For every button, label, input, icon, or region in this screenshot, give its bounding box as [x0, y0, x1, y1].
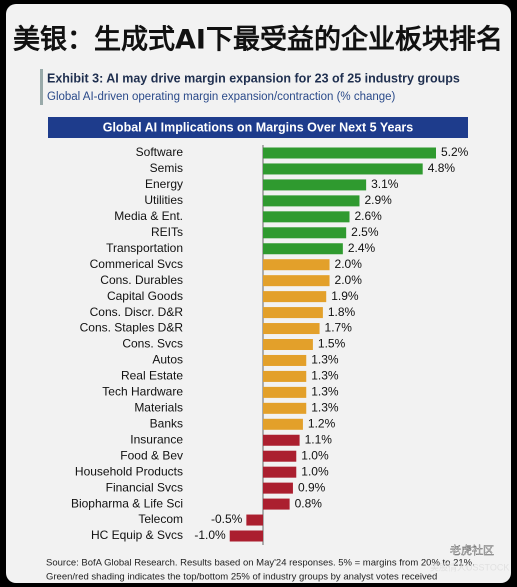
value-label: 3.1% — [371, 177, 399, 191]
value-label: 2.0% — [335, 273, 363, 287]
exhibit: Exhibit 3: AI may drive margin expansion… — [47, 71, 460, 85]
y-tick-label: Household Products — [75, 464, 183, 478]
bar — [263, 307, 323, 319]
value-label: 0.9% — [298, 480, 326, 494]
value-label: 1.0% — [301, 448, 329, 462]
value-label: 1.8% — [328, 305, 356, 319]
note: Green/red shading indicates the top/bott… — [46, 572, 437, 583]
page-title: 美银：生成式AI下最受益的企业板块排名 — [13, 24, 503, 56]
bar — [263, 275, 330, 287]
value-label: 1.1% — [305, 432, 333, 446]
value-label: 1.3% — [311, 401, 339, 415]
bar — [263, 354, 307, 366]
bar — [246, 514, 263, 526]
y-tick-label: Cons. Svcs — [122, 337, 183, 351]
y-tick-label: REITs — [151, 225, 183, 239]
value-label: 2.5% — [351, 225, 379, 239]
y-tick-label: Capital Goods — [107, 289, 183, 303]
bar — [263, 291, 327, 303]
y-tick-label: Food & Bev — [120, 448, 183, 462]
value-label: 2.0% — [335, 257, 363, 271]
bar — [263, 450, 297, 462]
y-tick-label: Autos — [152, 353, 183, 367]
value-label: 1.3% — [311, 353, 339, 367]
y-tick-label: Materials — [134, 401, 183, 415]
y-tick-label: Commerical Svcs — [90, 257, 183, 271]
y-tick-label: Software — [136, 145, 184, 159]
y-tick-label: HC Equip & Svcs — [91, 528, 183, 542]
bar — [263, 370, 307, 382]
y-tick-label: Media & Ent. — [114, 209, 183, 223]
bar — [263, 147, 436, 159]
bar — [263, 418, 303, 430]
value-label: 1.2% — [308, 416, 336, 430]
value-label: 1.7% — [325, 321, 353, 335]
y-tick-label: Tech Hardware — [102, 385, 183, 399]
value-label: 2.9% — [364, 193, 392, 207]
bar — [263, 243, 343, 255]
y-tick-label: Telecom — [138, 512, 183, 526]
y-tick-label: Cons. Staples D&R — [80, 321, 184, 335]
bar — [263, 163, 423, 175]
watermark: 美股情人USSTOCK — [430, 561, 509, 572]
bar — [263, 466, 297, 478]
value-label: -0.5% — [211, 512, 243, 526]
chart-title: Global AI Implications on Margins Over N… — [103, 120, 414, 134]
y-tick-label: Biopharma & Life Sci — [71, 496, 183, 510]
value-label: 1.9% — [331, 289, 359, 303]
y-tick-label: Banks — [150, 416, 183, 430]
value-label: 0.8% — [295, 496, 323, 510]
value-label: -1.0% — [194, 528, 226, 542]
value-label: 4.8% — [428, 161, 456, 175]
bar — [263, 227, 347, 239]
y-tick-label: Semis — [150, 161, 183, 175]
bar — [263, 339, 313, 350]
value-label: 1.3% — [311, 369, 339, 383]
bar — [263, 402, 307, 414]
bar — [263, 482, 293, 494]
y-tick-label: Cons. Durables — [100, 273, 183, 287]
accent — [40, 69, 43, 105]
watermark: 老虎社区 — [450, 543, 494, 557]
subtitle: Global AI-driven operating margin expans… — [47, 91, 396, 103]
bar — [263, 179, 367, 191]
y-tick-label: Real Estate — [121, 369, 183, 383]
source: Source: BofA Global Research. Results ba… — [46, 558, 475, 569]
y-tick-label: Insurance — [130, 432, 183, 446]
value-label: 2.4% — [348, 241, 376, 255]
bar — [263, 386, 307, 398]
bar — [229, 530, 263, 542]
y-tick-label: Financial Svcs — [106, 480, 183, 494]
y-tick-label: Cons. Discr. D&R — [90, 305, 184, 319]
bar — [263, 498, 290, 510]
bar — [263, 259, 330, 271]
value-label: 1.5% — [318, 337, 346, 351]
value-label: 1.0% — [301, 464, 329, 478]
banner — [48, 117, 468, 138]
y-tick-label: Energy — [145, 177, 183, 191]
bar — [263, 195, 360, 207]
value-label: 2.6% — [355, 209, 383, 223]
bar — [263, 211, 350, 223]
y-tick-label: Transportation — [106, 241, 183, 255]
value-label: 5.2% — [441, 145, 469, 159]
bar — [263, 323, 320, 335]
value-label: 1.3% — [311, 385, 339, 399]
bar — [263, 434, 300, 446]
y-tick-label: Utilities — [144, 193, 183, 207]
